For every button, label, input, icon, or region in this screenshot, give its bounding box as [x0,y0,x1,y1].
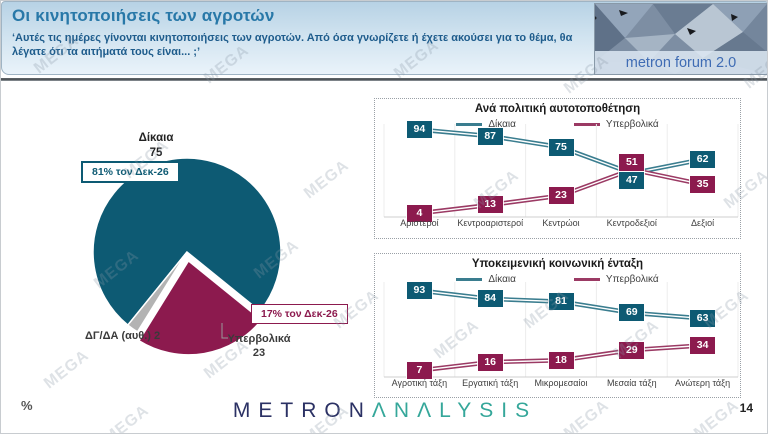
legend-line-swatch [456,123,483,126]
data-point-label: 62 [690,150,716,168]
pie-label-dikaia-text: Δίκαια [138,132,174,144]
pie-label-yperbolika: Υπερβολικά 23 [218,332,300,360]
data-point-label: 34 [690,336,716,354]
legend-item: Δίκαια [456,119,516,130]
page-subtitle: ‘Αυτές τις ημέρες γίνονται κινητοποιήσει… [12,32,573,58]
pie-label-dgda: ΔΓ/ΔΑ (αυθ.) 2 [85,330,161,342]
data-point-label: 87 [477,127,503,145]
pie-leader-line [221,323,228,339]
legend: Δίκαια Υπερβολικά [375,274,740,285]
legend-label: Δίκαια [488,119,516,130]
page-number: 14 [739,401,753,415]
legend-label: Υπερβολικά [605,119,659,130]
legend-item: Υπερβολικά [573,119,659,130]
mosaic-logo-image: metron forum 2.0 [595,4,767,74]
data-point-label: 23 [548,187,574,205]
callout-dec26-yperbolika: 17% τον Δεκ-26 [251,304,348,324]
category-label: Δεξιοί [691,218,715,228]
data-point-label: 63 [690,309,716,327]
data-point-label: 93 [406,282,432,299]
logo-text: metron forum 2.0 [626,55,736,71]
metron-forum-logo: metron forum 2.0 [594,3,767,75]
data-point-label: 4 [406,204,432,222]
category-label: Κεντροαριστεροί [457,218,524,228]
category-label: Κεντρώοι [542,218,580,228]
data-point-label: 47 [619,171,645,189]
data-point-label: 69 [619,304,645,322]
category-label: Κεντροδεξιοί [606,218,657,228]
data-point-label: 13 [477,196,503,214]
header-divider [1,78,767,81]
header: Οι κινητοποιήσεις των αγροτών ‘Αυτές τις… [1,1,767,75]
pie-slice-3 [126,251,188,333]
legend-item: Δίκαια [456,274,516,285]
bird-silhouette-icon [731,14,738,21]
category-label: Εργατική τάξη [462,378,519,388]
category-label: Μεσαία τάξη [606,378,657,388]
metron-analysis-logo: METRONΛNΛLYSIS [1,399,767,423]
bird-silhouette-icon [687,28,696,35]
pie-label-dikaia: Δίκαια 75 [106,131,206,161]
data-point-label: 35 [690,175,716,193]
chart-panel-political: Ανά πολιτική αυτοτοποθέτηση Δίκαια Υπερβο… [374,98,741,239]
category-label: Αγροτική τάξη [391,378,448,388]
data-point-label: 29 [619,341,645,359]
data-point-label: 51 [619,153,645,171]
legend-line-swatch [573,123,600,126]
legend-label: Δίκαια [488,274,516,285]
pie-slice-1 [92,157,282,327]
data-point-label: 81 [548,293,574,311]
data-point-label: 94 [406,121,432,139]
brand-analysis: ΛNΛLYSIS [371,399,538,422]
category-label: Μικρομεσαίοι [534,378,588,388]
bird-silhouette-icon [619,10,628,16]
data-point-label: 84 [477,290,503,308]
legend-item: Υπερβολικά [573,274,659,285]
pie-label-dikaia-value: 75 [149,147,163,159]
chart-title-political: Ανά πολιτική αυτοτοποθέτηση [474,103,641,115]
pie-label-yperbolika-text: Υπερβολικά [227,333,291,345]
pie-chart [92,157,282,356]
category-label: Ανώτερη τάξη [675,378,731,388]
legend-line-swatch [573,278,600,281]
legend: Δίκαια Υπερβολικά [375,119,740,130]
pie-label-yperbolika-value: 23 [252,347,266,359]
page-title: Οι κινητοποιήσεις των αγροτών [12,6,275,25]
legend-line-swatch [456,278,483,281]
data-point-label: 7 [406,361,432,379]
brand-metron: METRON [232,399,372,422]
unit-percent-label: % [21,398,33,413]
chart-panel-social: Υποκειμενική κοινωνική ένταξη Δίκαια Υπερ… [374,253,741,398]
category-label: Αριστεροί [400,218,439,228]
pie-slice-2 [137,259,263,356]
callout-dec26-dikaia: 81% τον Δεκ-26 [81,161,180,183]
data-point-label: 75 [548,138,574,156]
chart-title-social: Υποκειμενική κοινωνική ένταξη [471,258,644,270]
legend-label: Υπερβολικά [605,274,659,285]
data-point-label: 16 [477,353,503,371]
data-point-label: 18 [548,351,574,369]
